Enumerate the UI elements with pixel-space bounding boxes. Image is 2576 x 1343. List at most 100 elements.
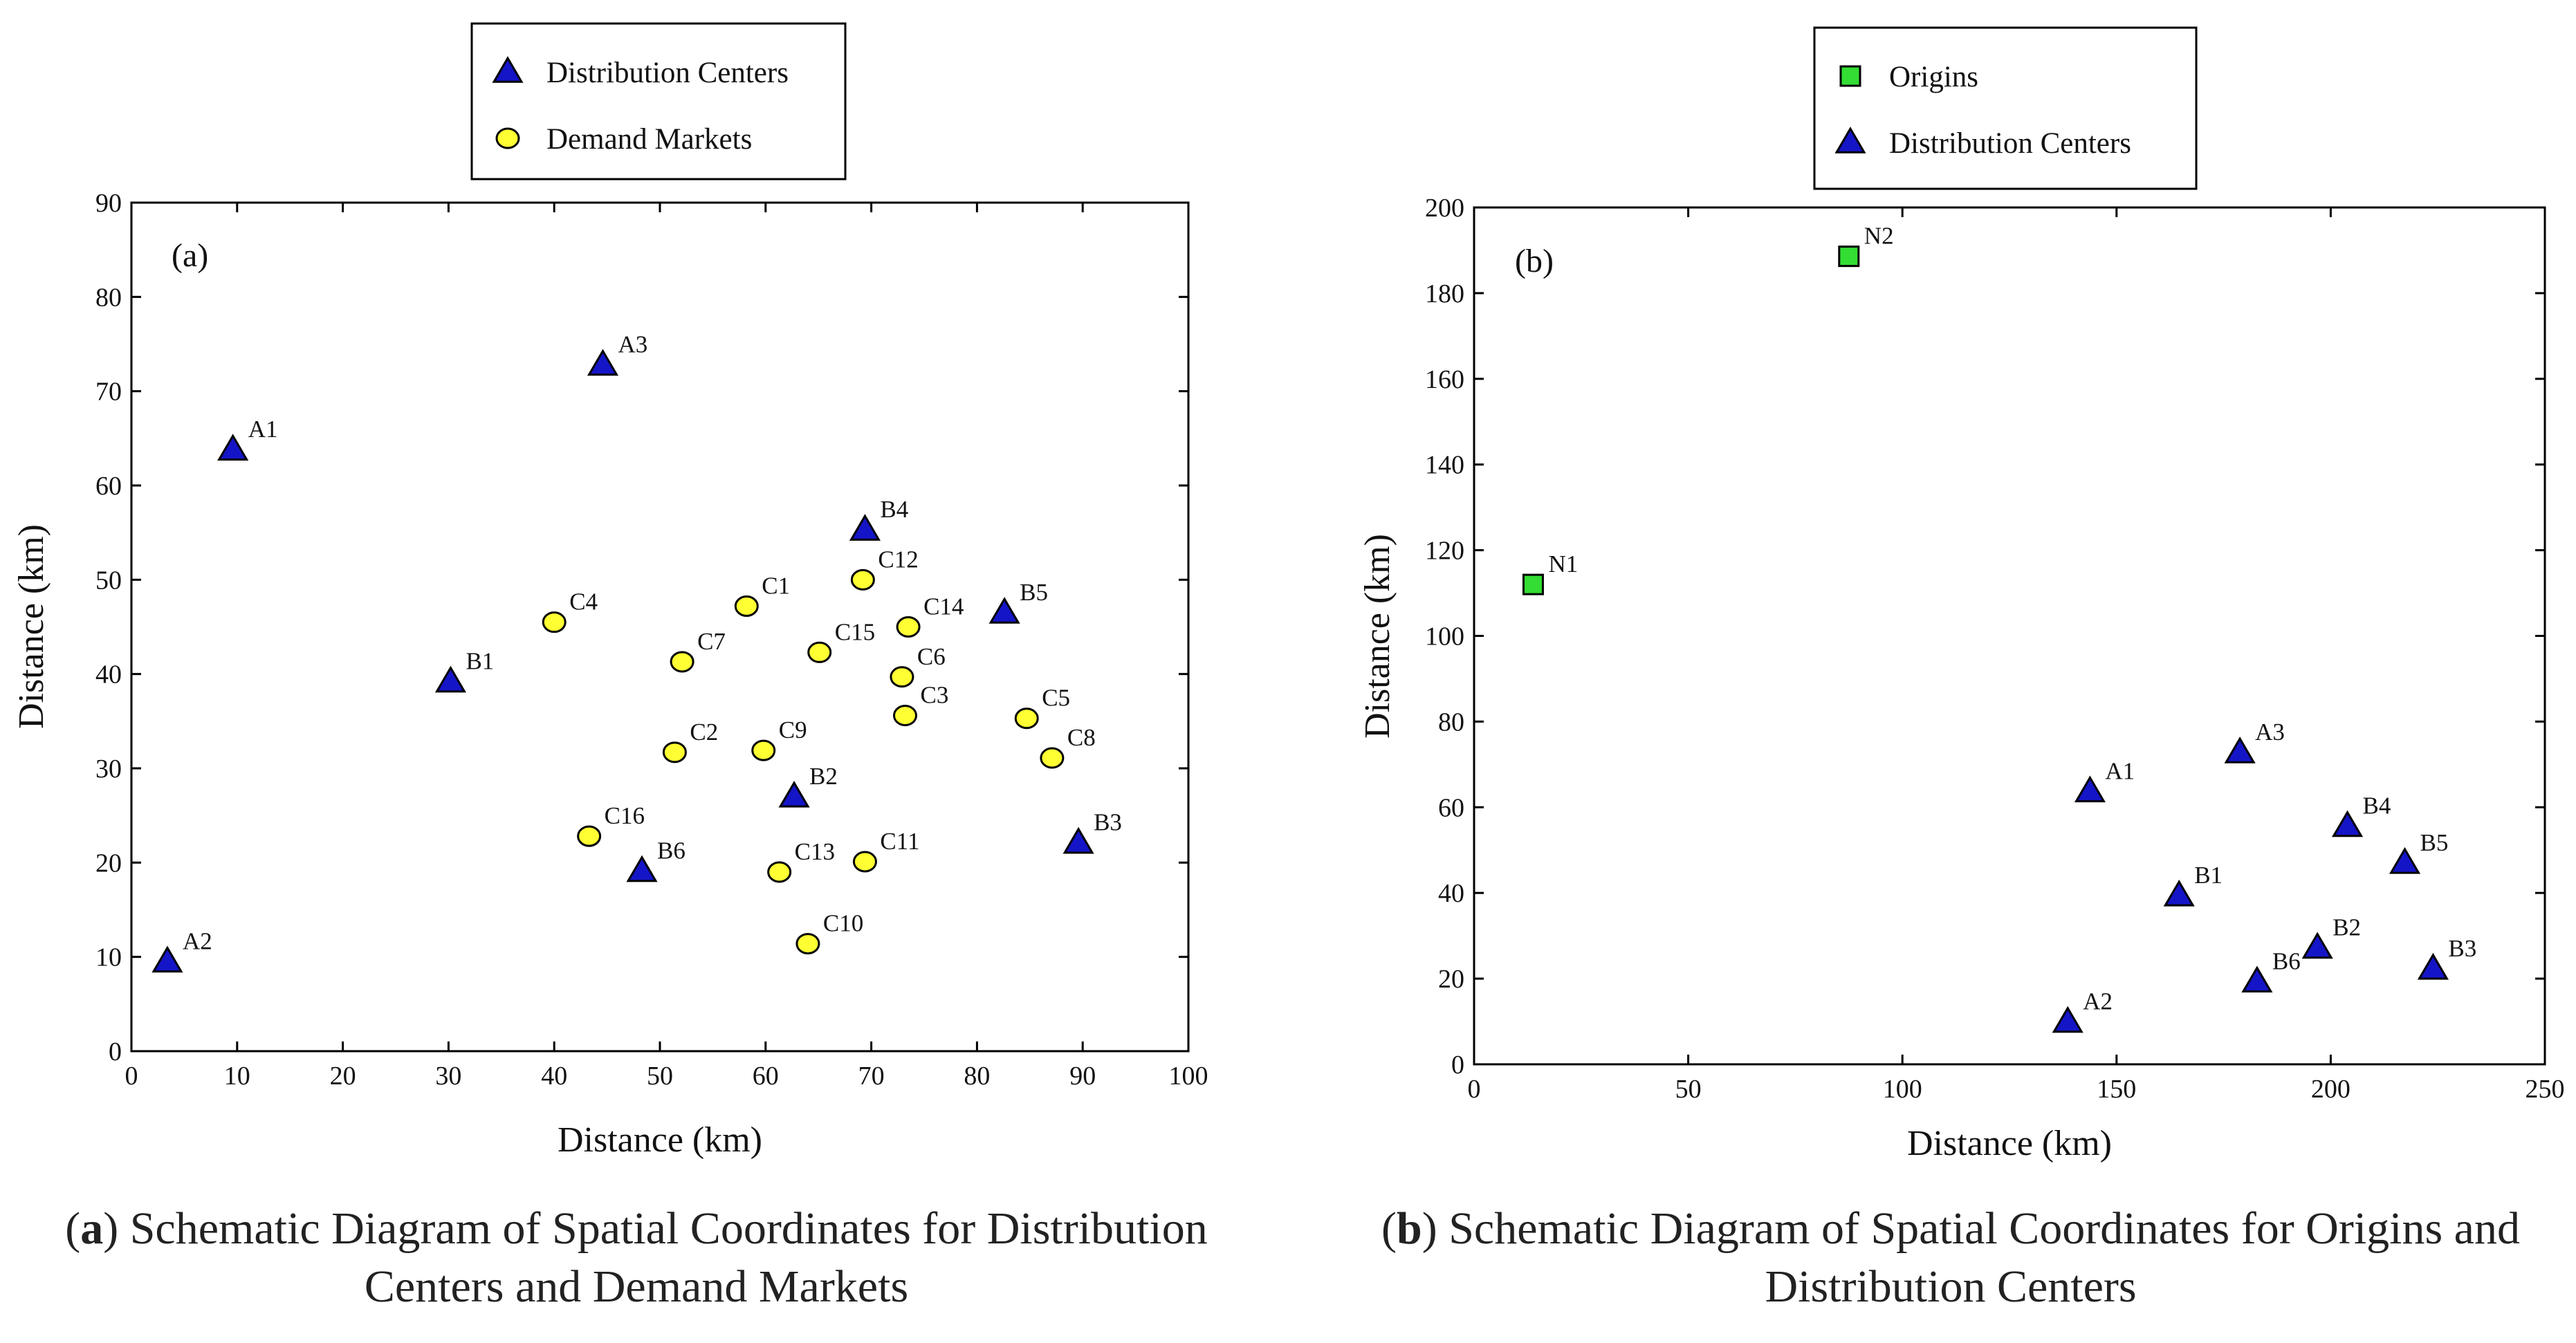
caption-b: (b) Schematic Diagram of Spatial Coordin… — [1381, 1203, 2520, 1312]
legend-b: Origins Distribution Centers — [1813, 26, 2198, 190]
x-tick-label-b-100: 100 — [1883, 1075, 1922, 1104]
caption-a-letter: a — [80, 1203, 104, 1254]
legend-marker-a-distribution-centers — [492, 56, 524, 83]
caption-b-text: ) Schematic Diagram of Spatial Coordinat… — [1422, 1203, 2520, 1312]
y-tick-label-b-20: 20 — [1438, 965, 1464, 994]
point-a-a2 — [151, 945, 183, 973]
x-tick-label-a-100: 100 — [1169, 1062, 1208, 1091]
point-a-b4-label: B4 — [880, 496, 908, 523]
point-a-c8-label: C8 — [1067, 724, 1096, 751]
point-a-c11 — [852, 851, 877, 873]
point-b-n2 — [1838, 246, 1860, 268]
x-tick-label-b-250: 250 — [2526, 1075, 2565, 1104]
y-tick-label-b-160: 160 — [1425, 365, 1464, 394]
y-axis-label-a: Distance (km) — [12, 524, 51, 729]
y-tick-label-a-20: 20 — [95, 849, 122, 878]
y-tick-label-b-60: 60 — [1438, 793, 1464, 822]
plot-frame-b — [1473, 206, 2546, 1066]
point-a-c2-label: C2 — [690, 719, 718, 745]
y-tick-label-a-0: 0 — [109, 1037, 122, 1066]
point-a-c15 — [807, 641, 832, 663]
y-tick-label-b-140: 140 — [1425, 451, 1464, 480]
legend-label-a-demand-markets: Demand Markets — [546, 123, 752, 156]
y-tick-label-a-10: 10 — [95, 943, 122, 972]
x-tick-label-a-90: 90 — [1069, 1062, 1096, 1091]
y-tick-label-b-120: 120 — [1425, 537, 1464, 566]
point-a-c3-label: C3 — [920, 682, 948, 709]
point-a-b2 — [778, 780, 810, 808]
x-tick-label-a-40: 40 — [541, 1062, 567, 1091]
point-a-c10 — [795, 933, 820, 955]
point-b-n2-label: N2 — [1864, 223, 1894, 250]
y-tick-label-b-100: 100 — [1425, 622, 1464, 651]
point-b-b4 — [2331, 810, 2364, 837]
point-a-b6 — [626, 855, 658, 882]
x-tick-label-a-70: 70 — [858, 1062, 885, 1091]
point-a-c12 — [850, 568, 875, 591]
x-tick-label-a-0: 0 — [125, 1062, 138, 1091]
point-a-c13-label: C13 — [795, 838, 835, 865]
legend-label-a-distribution-centers: Distribution Centers — [546, 57, 789, 89]
point-a-a3-label: A3 — [618, 331, 647, 358]
x-tick-label-b-150: 150 — [2097, 1075, 2136, 1104]
point-a-b1 — [434, 665, 467, 693]
point-b-b3 — [2417, 952, 2449, 980]
legend-marker-b-origins — [1839, 65, 1861, 87]
point-a-c10-label: C10 — [823, 910, 863, 937]
point-a-b2-label: B2 — [809, 763, 838, 790]
x-tick-label-b-50: 50 — [1675, 1075, 1702, 1104]
point-a-a2-label: A2 — [183, 927, 212, 954]
point-a-c6 — [890, 666, 914, 688]
point-b-b3-label: B3 — [2448, 935, 2476, 962]
chart-a: 0 10 20 30 40 50 60 70 80 90 100 0 10 20 30 40 50 60 70 80 9… — [12, 22, 1208, 1160]
point-a-c12-label: C12 — [878, 546, 918, 573]
point-a-c5 — [1014, 707, 1039, 730]
point-a-b6-label: B6 — [657, 837, 686, 864]
point-a-c15-label: C15 — [835, 618, 875, 645]
point-a-b3-label: B3 — [1094, 809, 1122, 836]
point-b-b6-label: B6 — [2272, 947, 2301, 974]
x-tick-label-b-0: 0 — [1468, 1075, 1481, 1104]
y-tick-label-a-60: 60 — [95, 472, 122, 501]
point-a-c16 — [577, 825, 602, 847]
legend-label-b-distribution-centers: Distribution Centers — [1889, 127, 2131, 160]
point-a-c9 — [751, 739, 776, 761]
x-axis-label-a: Distance (km) — [558, 1120, 762, 1160]
point-b-b2-label: B2 — [2333, 914, 2361, 941]
point-a-c4-label: C4 — [569, 589, 598, 615]
point-a-c16-label: C16 — [605, 802, 645, 829]
caption-a: (a) Schematic Diagram of Spatial Coordin… — [65, 1203, 1208, 1312]
point-b-a1 — [2074, 775, 2106, 803]
point-a-c14-label: C14 — [923, 593, 964, 620]
y-tick-label-b-0: 0 — [1451, 1050, 1464, 1080]
x-tick-label-a-50: 50 — [647, 1062, 673, 1091]
caption-b-letter: b — [1397, 1203, 1422, 1254]
y-tick-label-a-30: 30 — [95, 754, 122, 784]
point-b-a3-label: A3 — [2255, 719, 2285, 745]
y-axis-label-b: Distance (km) — [1358, 534, 1397, 739]
point-a-c7 — [670, 651, 694, 673]
point-b-b4-label: B4 — [2363, 793, 2391, 819]
point-a-c11-label: C11 — [880, 828, 919, 855]
point-a-b3 — [1062, 826, 1094, 854]
point-b-b1-label: B1 — [2194, 862, 2223, 889]
y-tick-label-b-80: 80 — [1438, 707, 1464, 737]
y-tick-label-b-200: 200 — [1425, 194, 1464, 223]
point-a-b5-label: B5 — [1020, 579, 1048, 606]
x-tick-label-a-20: 20 — [330, 1062, 356, 1091]
point-a-c6-label: C6 — [917, 643, 946, 670]
point-a-b1-label: B1 — [466, 648, 494, 675]
point-b-n1-label: N1 — [1548, 550, 1578, 577]
x-tick-label-a-60: 60 — [753, 1062, 779, 1091]
point-b-a3 — [2224, 737, 2256, 763]
point-b-a2-label: A2 — [2083, 988, 2113, 1015]
point-a-a3 — [587, 349, 619, 376]
point-a-c5-label: C5 — [1042, 685, 1070, 712]
legend-a: Distribution Centers Demand Markets — [470, 22, 847, 180]
panel-label-a: (a) — [172, 237, 208, 274]
x-tick-label-b-200: 200 — [2311, 1075, 2350, 1104]
x-tick-label-a-10: 10 — [224, 1062, 250, 1091]
y-tick-label-a-50: 50 — [95, 566, 122, 595]
point-a-c1 — [734, 595, 759, 618]
